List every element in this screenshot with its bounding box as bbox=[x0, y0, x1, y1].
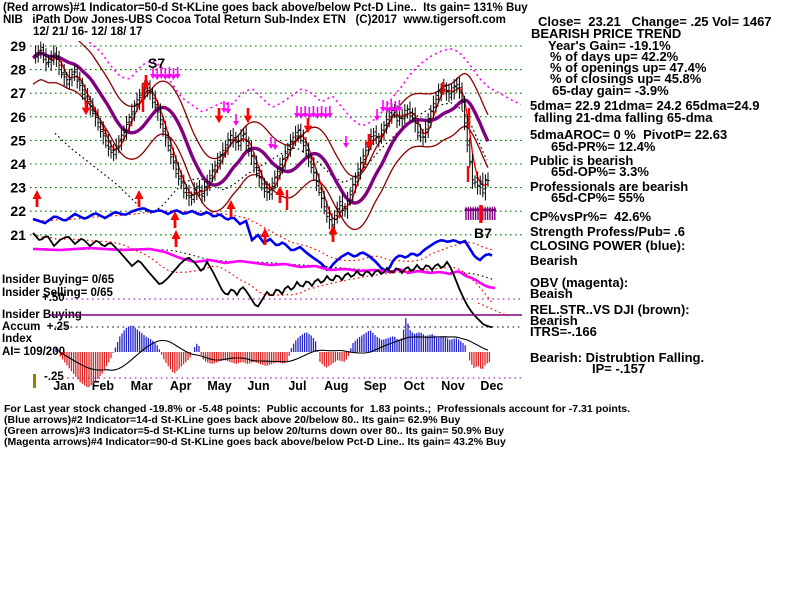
price-bars bbox=[33, 41, 490, 235]
insider-label: Insider Buying= 0/65 bbox=[2, 274, 115, 286]
stats-panel-line: 5dma= 22.9 21dma= 24.2 65dma=24.9 bbox=[530, 98, 760, 113]
month-label: Jan bbox=[53, 379, 75, 393]
stats-panel-line: 5dmaAROC= 0 % PivotP= 22.63 bbox=[530, 127, 728, 142]
moving-averages bbox=[32, 41, 522, 231]
stats-panel-line: % of closings up= 45.8% bbox=[550, 71, 702, 86]
stats-panel-line: CP%vsPr%= 42.6% bbox=[530, 209, 652, 224]
stats-panel-line: CLOSING POWER (blue): bbox=[530, 238, 686, 253]
stats-panel-line: REL.STR..VS DJI (brown): bbox=[530, 302, 690, 317]
y-tick-label: 28 bbox=[10, 62, 26, 78]
month-label: Feb bbox=[92, 379, 115, 393]
signal-label-s7: S7 bbox=[148, 55, 165, 71]
insider-label: -.25 bbox=[44, 371, 64, 383]
date-range-label: 12/ 21/ 16- 12/ 18/ 17 bbox=[33, 26, 143, 38]
insider-label: Accum +.25 bbox=[2, 321, 70, 333]
stats-panel-line: falling 21-dma falling 65-dma bbox=[534, 110, 713, 125]
stats-panel-line: 65-day gain= -3.9% bbox=[552, 83, 669, 98]
insider-label: AI= 109/200 bbox=[2, 346, 65, 358]
insider-label: +.50 bbox=[42, 292, 65, 304]
stats-panel-line: % of days up= 42.2% bbox=[550, 49, 679, 64]
lower-indicator-lines bbox=[32, 207, 496, 329]
stats-panel-line: Bearish bbox=[530, 313, 578, 328]
stats-panel-line: ITRS=-.166 bbox=[530, 324, 597, 339]
stats-panel-line: % of openings up= 47.4% bbox=[550, 60, 707, 75]
month-label: Apr bbox=[170, 379, 192, 393]
legend-line: (Blue arrows)#2 Indicator=14-d St-KLine … bbox=[4, 414, 461, 426]
stats-panel-line: Strength Profess/Pub= .6 bbox=[530, 224, 685, 239]
y-tick-label: 29 bbox=[10, 38, 26, 54]
stats-panel-line: 65d-OP%= 3.3% bbox=[551, 164, 649, 179]
month-label: Sep bbox=[364, 379, 387, 393]
stats-panel-line: Beaish bbox=[530, 286, 573, 301]
y-tick-label: 26 bbox=[10, 109, 26, 125]
signal-arrows bbox=[32, 67, 497, 247]
month-label: Dec bbox=[480, 379, 503, 393]
stats-panel-line: Professionals are bearish bbox=[530, 179, 689, 194]
symbol-title-line: NIB iPath Dow Jones-UBS Cocoa Total Retu… bbox=[3, 14, 506, 26]
stats-panel-line: IP= -.157 bbox=[592, 361, 646, 376]
y-tick-label: 22 bbox=[10, 203, 26, 219]
month-label: May bbox=[207, 379, 231, 393]
red-arrows-signal-line: (Red arrows)#1 Indicator=50-d St-KLine g… bbox=[3, 2, 528, 14]
stats-panel-line: Close= 23.21 Change= .25 Vol= 1467 bbox=[538, 14, 772, 29]
stats-panel-line: 65d-PR%= 12.4% bbox=[551, 139, 656, 154]
stats-panel-line: BEARISH PRICE TREND bbox=[531, 26, 682, 41]
month-labels: Jan Feb Mar Apr May Jun Jul Aug Sep Oct Nov Dec bbox=[53, 379, 503, 393]
y-tick-label: 27 bbox=[10, 85, 26, 101]
stats-panel-line: OBV (magenta): bbox=[530, 275, 629, 290]
y-tick-label: 24 bbox=[10, 156, 26, 172]
month-label: Jun bbox=[247, 379, 269, 393]
price-gridlines: 29 28 27 26 25 24 23 22 21 bbox=[10, 38, 522, 243]
month-label: Jul bbox=[288, 379, 306, 393]
y-tick-label: 25 bbox=[10, 132, 26, 148]
month-label: Oct bbox=[404, 379, 426, 393]
legend-line: (Magenta arrows)#4 Indicator=90-d St-KLi… bbox=[4, 436, 506, 448]
stats-panel-line: Year's Gain= -19.1% bbox=[548, 38, 671, 53]
stats-panel-line: Bearish bbox=[530, 253, 578, 268]
legend-line: For Last year stock changed -19.8% or -5… bbox=[4, 403, 631, 415]
insider-label: Insider Selling= 0/65 bbox=[2, 287, 113, 299]
insider-label: Index bbox=[2, 333, 33, 345]
stats-panel-line: Public is bearish bbox=[530, 153, 634, 168]
y-tick-label: 21 bbox=[10, 227, 26, 243]
accum-index-panel bbox=[33, 298, 522, 388]
signal-label-b7: B7 bbox=[474, 225, 492, 241]
month-label: Mar bbox=[131, 379, 153, 393]
month-label: Aug bbox=[324, 379, 348, 393]
month-label: Nov bbox=[441, 379, 465, 393]
y-tick-label: 23 bbox=[10, 180, 26, 196]
stats-panel-line: 65d-CP%= 55% bbox=[551, 190, 645, 205]
legend-line: (Green arrows)#3 Indicator=5-d St-KLine … bbox=[4, 425, 505, 437]
chart-annotation-labels: S7 B7 bbox=[148, 55, 492, 241]
stats-panel-line: Bearish: Distrubtion Falling. bbox=[530, 350, 705, 365]
